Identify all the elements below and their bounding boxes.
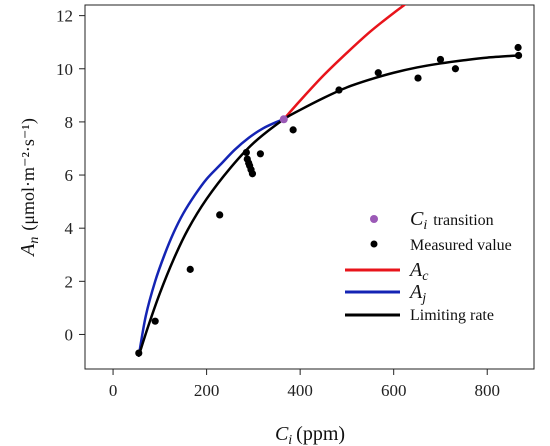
legend-aj-label: Aj — [408, 281, 426, 306]
legend-limiting-label: Limiting rate — [410, 307, 494, 324]
legend-transition-suffix: transition — [433, 212, 493, 229]
x-tick-label: 400 — [287, 381, 313, 400]
measured-point — [242, 148, 250, 157]
legend-aj-sub: j — [420, 291, 426, 306]
legend-item-ac: Ac — [345, 259, 429, 284]
legend-ac-main: A — [408, 259, 423, 281]
x-axis-title-sub: i — [288, 433, 292, 446]
y-axis-title-unit: (μmol·m⁻²·s⁻¹) — [18, 118, 39, 230]
y-tick-label: 6 — [65, 166, 74, 185]
measured-point — [374, 69, 382, 77]
legend-measured-label: Measured value — [410, 237, 512, 254]
x-axis-title-unit: (ppm) — [296, 423, 345, 445]
x-axis-title: Ci (ppm) — [275, 423, 345, 446]
measured-point — [514, 43, 522, 52]
measured-point — [216, 211, 224, 219]
y-tick-label: 10 — [56, 60, 73, 79]
y-tick-label: 8 — [65, 113, 74, 132]
legend-ac-sub: c — [422, 269, 429, 284]
y-axis-title-sub: n — [27, 237, 42, 244]
x-axis-ticks: 0 200 400 600 800 — [109, 369, 500, 400]
x-axis-title-main: C — [275, 423, 289, 445]
x-tick-label: 800 — [474, 381, 500, 400]
plot-frame — [84, 4, 535, 370]
transition-point — [279, 115, 288, 124]
measured-point — [335, 86, 343, 94]
measured-point — [256, 150, 264, 158]
legend-item-limiting: Limiting rate — [345, 307, 494, 324]
legend-aj-main: A — [408, 281, 423, 303]
x-tick-label: 200 — [194, 381, 220, 400]
y-axis-ticks: 0 2 4 6 8 10 12 — [56, 7, 85, 344]
legend-item-aj: Aj — [345, 281, 426, 306]
measured-point — [414, 74, 422, 82]
y-tick-label: 12 — [56, 7, 73, 26]
measured-point — [135, 349, 143, 357]
measured-points-layer — [135, 43, 523, 357]
measured-point — [248, 170, 257, 178]
series-line-ac — [282, 5, 407, 121]
y-axis-title-main: A — [17, 243, 39, 258]
y-tick-label: 0 — [65, 325, 74, 344]
measured-point — [436, 55, 445, 64]
y-tick-label: 2 — [65, 272, 74, 291]
legend-transition-sub: i — [423, 218, 427, 233]
legend: Ci transition Measured value Ac Aj Limiti… — [345, 208, 512, 324]
legend-item-measured: Measured value — [370, 237, 512, 254]
series-line-limiting — [137, 54, 519, 357]
measured-point — [151, 317, 159, 325]
measured-point — [186, 265, 194, 273]
legend-transition-marker — [370, 215, 378, 223]
y-axis-title: An (μmol·m⁻²·s⁻¹) — [17, 118, 42, 258]
series-line-aj — [137, 118, 286, 357]
measured-point — [514, 51, 523, 60]
y-tick-label: 4 — [65, 219, 74, 238]
x-tick-label: 0 — [109, 381, 118, 400]
measured-point — [451, 65, 460, 73]
legend-item-transition: Ci transition — [370, 208, 494, 233]
x-tick-label: 600 — [381, 381, 407, 400]
legend-measured-marker — [370, 240, 378, 248]
measured-point — [289, 126, 297, 134]
legend-ac-label: Ac — [408, 259, 429, 284]
legend-transition-main: C — [410, 208, 424, 230]
legend-transition-label: Ci transition — [410, 208, 494, 233]
series-layer — [137, 5, 519, 357]
